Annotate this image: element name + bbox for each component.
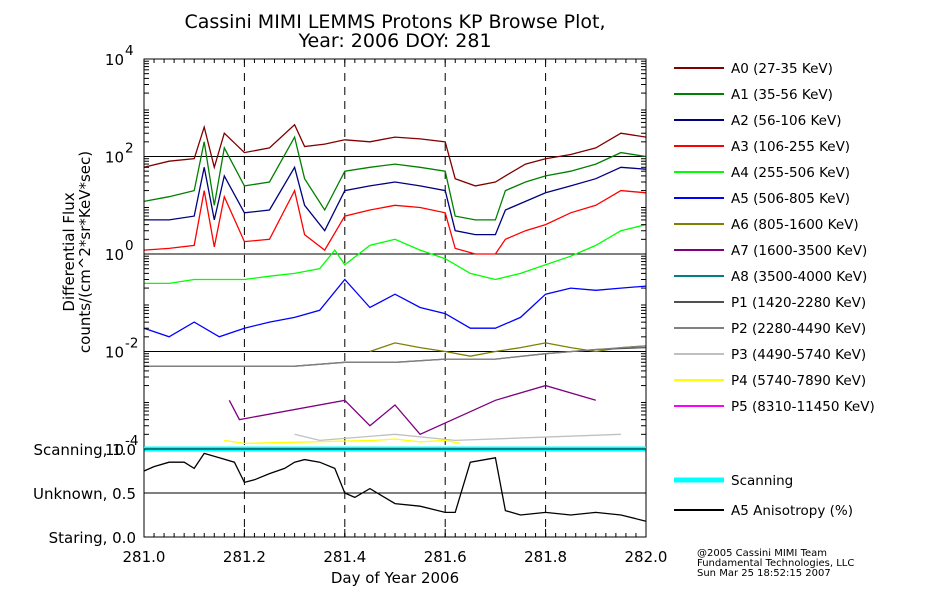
legend-label-9: P1 (1420-2280 KeV) — [731, 295, 866, 311]
legend-entry-11: P3 (4490-5740 KeV) — [674, 347, 866, 363]
series-line-7 — [228, 384, 596, 436]
legend-label-4: A4 (255-506 KeV) — [731, 165, 850, 181]
bottom-panel-grid — [144, 449, 646, 537]
legend-label-0: A0 (27-35 KeV) — [731, 61, 833, 77]
svg-text:10: 10 — [105, 149, 124, 167]
legend-entry-2: A2 (56-106 KeV) — [674, 113, 841, 129]
bottom-y-tick-label-0: Scanning, 1.0 — [33, 441, 136, 459]
bottom-panel-series — [143, 446, 647, 522]
svg-text:2: 2 — [125, 141, 134, 157]
legend-entry-7: A7 (1600-3500 KeV) — [674, 243, 867, 259]
svg-text:10: 10 — [105, 51, 124, 69]
legend-bottom-entry-0: Scanning — [674, 473, 793, 489]
svg-text:-4: -4 — [125, 433, 138, 449]
top-panel-series — [143, 123, 647, 445]
series-line-10 — [144, 345, 647, 367]
x-tick-label-1: 281.2 — [223, 548, 266, 566]
legend-bottom-label-0: Scanning — [731, 473, 793, 489]
chart-subtitle: Year: 2006 DOY: 281 — [297, 30, 491, 52]
y-tick-label-4: 10 4 — [105, 43, 134, 69]
svg-text:4: 4 — [125, 43, 134, 59]
series-line-9 — [144, 346, 647, 367]
x-tick-label-5: 282.0 — [625, 548, 668, 566]
legend-entry-12: P4 (5740-7890 KeV) — [674, 373, 866, 389]
bottom-panel-x-ticks: 281.0 281.2 281.4 281.6 281.8 282.0 — [123, 59, 668, 566]
series-line-0 — [143, 123, 647, 187]
legend-entry-5: A5 (506-805 KeV) — [674, 191, 850, 207]
legend-entry-3: A3 (106-255 KeV) — [674, 139, 850, 155]
legend-label-7: A7 (1600-3500 KeV) — [731, 243, 867, 259]
y-tick-label-3: 10 2 — [105, 141, 134, 167]
footer-company: Fundamental Technologies, LLC — [697, 558, 854, 569]
legend-bottom-label-1: A5 Anisotropy (%) — [731, 503, 853, 519]
bottom-y-tick-label-2: Staring, 0.0 — [49, 529, 136, 547]
legend: A0 (27-35 KeV) A1 (35-56 KeV) A2 (56-106 K… — [674, 61, 875, 519]
legend-bottom-entry-1: A5 Anisotropy (%) — [674, 503, 853, 519]
y-axis-label-line2: counts/(cm^2*sr*KeV*sec) — [76, 151, 94, 353]
x-tick-label-2: 281.4 — [323, 548, 366, 566]
legend-entry-8: A8 (3500-4000 KeV) — [674, 269, 867, 285]
top-panel-grid — [144, 58, 646, 450]
series-line-1 — [143, 135, 647, 221]
y-axis-label-line1: Differential Flux — [60, 192, 78, 311]
svg-text:-2: -2 — [125, 336, 138, 352]
legend-entry-6: A6 (805-1600 KeV) — [674, 217, 859, 233]
svg-text:0: 0 — [125, 238, 134, 254]
series-line-2 — [144, 165, 647, 236]
legend-label-6: A6 (805-1600 KeV) — [731, 217, 859, 233]
svg-text:10: 10 — [105, 246, 124, 264]
legend-label-8: A8 (3500-4000 KeV) — [731, 269, 867, 285]
legend-entry-9: P1 (1420-2280 KeV) — [674, 295, 866, 311]
series-line-12 — [224, 438, 461, 445]
x-axis-label: Day of Year 2006 — [331, 569, 459, 587]
legend-label-11: P3 (4490-5740 KeV) — [731, 347, 866, 363]
legend-label-13: P5 (8310-11450 KeV) — [731, 399, 875, 415]
bottom-y-tick-label-1: Unknown, 0.5 — [33, 485, 136, 503]
chart-title: Cassini MIMI LEMMS Protons KP Browse Plo… — [184, 11, 605, 33]
x-tick-label-3: 281.6 — [424, 548, 467, 566]
series-line-6 — [369, 342, 647, 357]
legend-label-10: P2 (2280-4490 KeV) — [731, 321, 866, 337]
legend-entry-13: P5 (8310-11450 KeV) — [674, 399, 875, 415]
legend-entry-1: A1 (35-56 KeV) — [674, 87, 833, 103]
y-tick-label-2: 10 0 — [105, 238, 134, 264]
legend-label-12: P4 (5740-7890 KeV) — [731, 373, 866, 389]
bottom-panel-y-ticks: Scanning, 1.0 Unknown, 0.5 Staring, 0.0 — [33, 441, 136, 547]
svg-text:10: 10 — [105, 441, 124, 459]
series-line-4 — [144, 223, 647, 285]
footer-timestamp: Sun Mar 25 18:52:15 2007 — [697, 568, 831, 579]
legend-label-1: A1 (35-56 KeV) — [731, 87, 833, 103]
y-tick-label-0: 10 -4 — [105, 433, 139, 459]
legend-entry-0: A0 (27-35 KeV) — [674, 61, 833, 77]
bottom-series-line-1 — [143, 452, 647, 522]
legend-entry-4: A4 (255-506 KeV) — [674, 165, 850, 181]
series-line-11 — [294, 433, 621, 442]
series-line-3 — [143, 188, 647, 255]
series-line-5 — [143, 278, 647, 338]
y-tick-label-1: 10 -2 — [105, 336, 139, 362]
legend-label-5: A5 (506-805 KeV) — [731, 191, 850, 207]
legend-label-3: A3 (106-255 KeV) — [731, 139, 850, 155]
legend-label-2: A2 (56-106 KeV) — [731, 113, 841, 129]
x-tick-label-0: 281.0 — [123, 548, 166, 566]
footer-copyright: @2005 Cassini MIMI Team — [697, 548, 827, 559]
legend-entry-10: P2 (2280-4490 KeV) — [674, 321, 866, 337]
svg-text:10: 10 — [105, 344, 124, 362]
x-tick-label-4: 281.8 — [524, 548, 567, 566]
